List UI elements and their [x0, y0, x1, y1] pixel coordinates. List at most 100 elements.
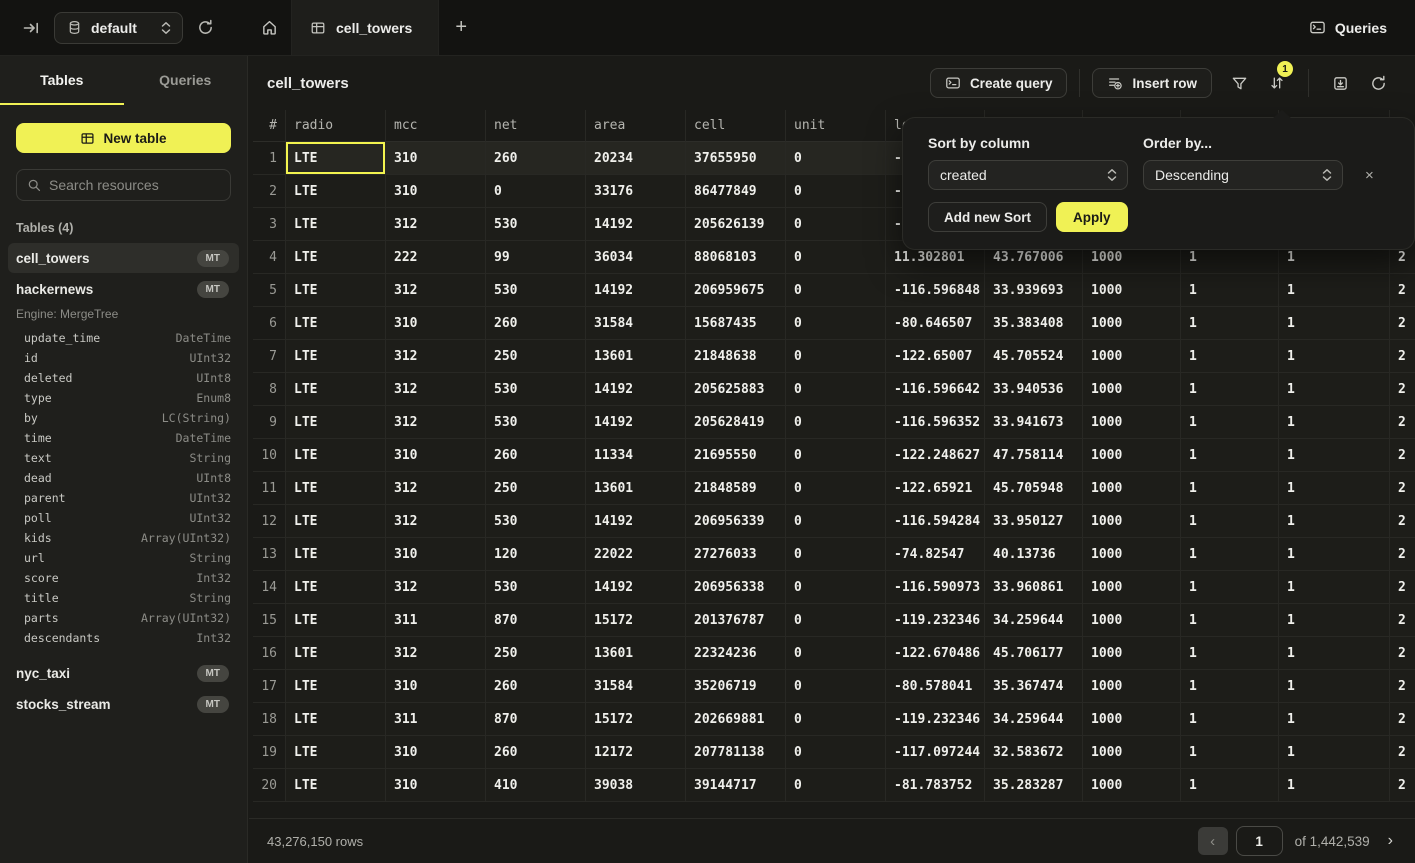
table-cell[interactable]: 33.941673 [985, 406, 1083, 439]
table-cell[interactable]: 202669881 [686, 703, 786, 736]
table-cell[interactable]: 15172 [586, 703, 686, 736]
table-cell[interactable]: 530 [486, 373, 586, 406]
table-cell[interactable]: 2 [1390, 769, 1415, 802]
table-cell[interactable]: 1 [1181, 637, 1279, 670]
table-cell[interactable]: 250 [486, 637, 586, 670]
table-cell[interactable]: 2 [1390, 472, 1415, 505]
table-cell[interactable]: 205626139 [686, 208, 786, 241]
table-cell[interactable]: 34.259644 [985, 604, 1083, 637]
table-cell[interactable]: 260 [486, 142, 586, 175]
table-cell[interactable]: 530 [486, 571, 586, 604]
table-cell[interactable]: LTE [286, 505, 386, 538]
table-cell[interactable]: 1 [1181, 472, 1279, 505]
table-cell[interactable]: 0 [786, 472, 886, 505]
table-cell[interactable]: 33.939693 [985, 274, 1083, 307]
table-cell[interactable]: 530 [486, 274, 586, 307]
table-cell[interactable]: 310 [386, 142, 486, 175]
table-cell[interactable]: 1 [1279, 373, 1390, 406]
table-cell[interactable]: 12172 [586, 736, 686, 769]
column-header[interactable]: # [253, 110, 286, 142]
table-cell[interactable]: 33.940536 [985, 373, 1083, 406]
table-cell[interactable]: 1000 [1083, 505, 1181, 538]
table-cell[interactable]: 13601 [586, 637, 686, 670]
table-cell[interactable]: 250 [486, 340, 586, 373]
table-cell[interactable]: 13601 [586, 472, 686, 505]
table-cell[interactable]: LTE [286, 340, 386, 373]
table-cell[interactable]: 0 [786, 538, 886, 571]
table-cell[interactable]: LTE [286, 736, 386, 769]
table-cell[interactable]: 11334 [586, 439, 686, 472]
table-cell[interactable]: 22324236 [686, 637, 786, 670]
remove-sort-icon[interactable]: × [1365, 167, 1374, 184]
table-cell[interactable]: 207781138 [686, 736, 786, 769]
table-cell[interactable]: 86477849 [686, 175, 786, 208]
sort-button[interactable]: 1 [1258, 68, 1296, 98]
table-cell[interactable]: 0 [786, 670, 886, 703]
table-cell[interactable]: 2 [1390, 274, 1415, 307]
table-cell[interactable]: -119.232346 [886, 703, 985, 736]
filter-button[interactable] [1220, 68, 1258, 98]
table-cell[interactable]: 310 [386, 769, 486, 802]
table-cell[interactable]: 250 [486, 472, 586, 505]
table-cell[interactable]: LTE [286, 571, 386, 604]
table-cell[interactable]: LTE [286, 538, 386, 571]
table-cell[interactable]: -116.596848 [886, 274, 985, 307]
table-cell[interactable]: 35.283287 [985, 769, 1083, 802]
table-cell[interactable]: 14192 [586, 406, 686, 439]
table-cell[interactable]: 88068103 [686, 241, 786, 274]
tab-cell-towers[interactable]: cell_towers [292, 0, 439, 55]
table-cell[interactable]: LTE [286, 142, 386, 175]
table-cell[interactable]: LTE [286, 670, 386, 703]
table-cell[interactable]: 1 [1181, 373, 1279, 406]
table-cell[interactable]: 0 [786, 571, 886, 604]
table-cell[interactable]: 0 [786, 340, 886, 373]
table-cell[interactable]: LTE [286, 241, 386, 274]
table-cell[interactable]: 2 [1390, 703, 1415, 736]
table-cell[interactable]: 2 [1390, 439, 1415, 472]
apply-sort-button[interactable]: Apply [1056, 202, 1128, 232]
table-cell[interactable]: 2 [1390, 670, 1415, 703]
table-cell[interactable]: 0 [786, 406, 886, 439]
table-cell[interactable]: LTE [286, 769, 386, 802]
table-cell[interactable]: 312 [386, 340, 486, 373]
sidebar-item-nyc_taxi[interactable]: nyc_taxiMT [8, 658, 239, 688]
table-cell[interactable]: 0 [786, 604, 886, 637]
table-cell[interactable]: 27276033 [686, 538, 786, 571]
table-cell[interactable]: 201376787 [686, 604, 786, 637]
table-cell[interactable]: 1000 [1083, 307, 1181, 340]
table-cell[interactable]: 1 [1181, 340, 1279, 373]
table-cell[interactable]: 2 [1390, 505, 1415, 538]
download-button[interactable] [1321, 68, 1359, 98]
table-cell[interactable]: 2 [1390, 538, 1415, 571]
table-cell[interactable]: 1 [1279, 637, 1390, 670]
sort-order-select[interactable]: Descending [1143, 160, 1343, 190]
table-cell[interactable]: 410 [486, 769, 586, 802]
table-cell[interactable]: 35206719 [686, 670, 786, 703]
table-cell[interactable]: LTE [286, 472, 386, 505]
table-cell[interactable]: 260 [486, 307, 586, 340]
table-cell[interactable]: 0 [786, 736, 886, 769]
table-cell[interactable]: 310 [386, 736, 486, 769]
add-new-sort-button[interactable]: Add new Sort [928, 202, 1047, 232]
column-header[interactable]: cell [686, 110, 786, 142]
table-cell[interactable]: 2 [1390, 571, 1415, 604]
sort-column-select[interactable]: created [928, 160, 1128, 190]
column-header[interactable]: unit [786, 110, 886, 142]
sidebar-collapse-icon[interactable] [22, 19, 40, 37]
table-cell[interactable]: 15687435 [686, 307, 786, 340]
table-cell[interactable]: 120 [486, 538, 586, 571]
page-number-input[interactable] [1236, 826, 1283, 856]
table-cell[interactable]: 1 [1279, 340, 1390, 373]
table-cell[interactable]: 310 [386, 175, 486, 208]
table-cell[interactable]: 35.367474 [985, 670, 1083, 703]
table-cell[interactable]: 2 [1390, 637, 1415, 670]
table-cell[interactable]: 311 [386, 703, 486, 736]
table-cell[interactable]: 0 [786, 505, 886, 538]
table-cell[interactable]: 206956339 [686, 505, 786, 538]
table-cell[interactable]: 870 [486, 703, 586, 736]
sidebar-item-cell_towers[interactable]: cell_towersMT [8, 243, 239, 273]
table-cell[interactable]: 1000 [1083, 670, 1181, 703]
table-cell[interactable]: 530 [486, 406, 586, 439]
table-cell[interactable]: 45.705948 [985, 472, 1083, 505]
table-cell[interactable]: 2 [1390, 340, 1415, 373]
